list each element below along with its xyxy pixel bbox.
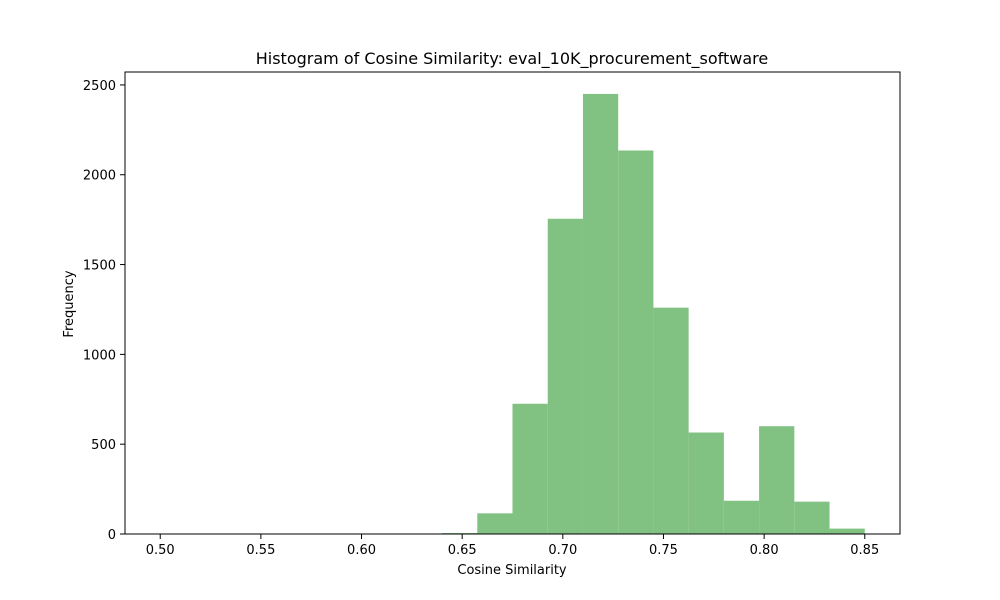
x-tick-label: 0.55	[246, 543, 275, 558]
x-tick-label: 0.70	[548, 543, 577, 558]
x-tick-label: 0.80	[750, 543, 779, 558]
bars-group	[160, 93, 865, 535]
histogram-bar	[794, 501, 830, 534]
y-tick-label: 2500	[83, 79, 116, 94]
histogram-bar	[688, 432, 724, 534]
histogram-bar	[512, 403, 548, 534]
y-tick-label: 500	[91, 438, 116, 453]
y-tick-label: 0	[108, 528, 116, 543]
x-tick-label: 0.50	[146, 543, 175, 558]
x-tick-label: 0.75	[649, 543, 678, 558]
y-tick-label: 1500	[83, 259, 116, 274]
x-tick-label: 0.65	[448, 543, 477, 558]
histogram-bar	[653, 307, 689, 534]
histogram-bar	[829, 528, 865, 534]
x-axis-label: Cosine Similarity	[457, 563, 567, 578]
y-tick-label: 1000	[83, 348, 116, 363]
histogram-bar	[547, 218, 583, 534]
histogram-bar	[582, 93, 619, 535]
histogram-bar	[477, 513, 513, 534]
histogram-bar	[759, 426, 795, 534]
plot-frame	[124, 71, 901, 535]
x-tick-label: 0.85	[850, 543, 879, 558]
x-axis: 0.50 0.55 0.60 0.65 0.70 0.75 0.80 0.85	[146, 534, 879, 558]
y-axis: 0 500 1000 1500 2000 2500	[83, 79, 125, 543]
chart-title: Histogram of Cosine Similarity: eval_10K…	[256, 49, 769, 69]
histogram-bar	[618, 150, 654, 534]
x-tick-label: 0.60	[347, 543, 376, 558]
y-axis-label: Frequency	[62, 270, 77, 337]
histogram-bar	[723, 500, 760, 534]
y-tick-label: 2000	[83, 169, 116, 184]
